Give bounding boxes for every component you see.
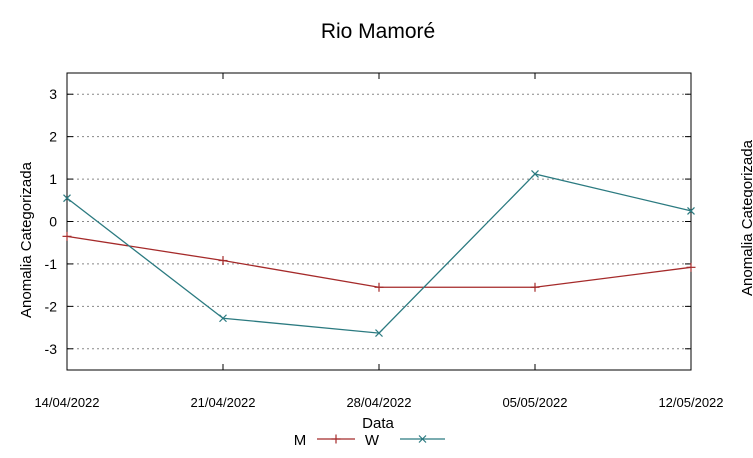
axis-ticks: 3 2 1 0 -1 -2 -3 14/04/2022 21/04/2022 28/04/2022…: [34, 73, 724, 410]
y-axis-label: Anomalia Categorizada: [18, 161, 35, 318]
y-tick-label: 1: [49, 171, 57, 187]
x-tick-label: 05/05/2022: [502, 395, 567, 410]
y-tick-label: 3: [49, 86, 57, 102]
y-tick-label: -2: [45, 298, 58, 314]
data-point-w: [531, 170, 539, 178]
data-point-m: [218, 256, 228, 266]
chart-title: Rio Mamoré: [321, 20, 435, 43]
data-point-m: [62, 231, 72, 241]
data-point-m: [686, 262, 696, 272]
y-tick-label: 2: [49, 129, 57, 145]
legend-marker-m: [331, 434, 341, 444]
legend-label-m: M: [294, 432, 307, 449]
data-point-w: [687, 206, 695, 215]
y-tick-label: -3: [45, 341, 58, 357]
y2-axis-label: Anomalia Categorizada: [739, 139, 753, 296]
data-point-w: [63, 194, 71, 203]
data-point-w: [375, 329, 383, 338]
x-tick-label: 21/04/2022: [190, 395, 255, 410]
series-layer: [62, 170, 696, 338]
grid: [67, 93, 691, 350]
legend-label-w: W: [365, 432, 380, 449]
series-line-w: [66, 173, 692, 334]
series-line-m: [66, 235, 692, 288]
x-tick-label: 12/05/2022: [658, 395, 723, 410]
y-tick-label: 0: [49, 214, 57, 230]
x-tick-label: 28/04/2022: [346, 395, 411, 410]
data-point-w: [219, 314, 227, 323]
x-tick-label: 14/04/2022: [34, 395, 99, 410]
x-axis-label: Data: [362, 415, 394, 432]
y-tick-label: -1: [45, 256, 58, 272]
data-point-m: [530, 282, 540, 292]
legend-marker-w: [418, 435, 427, 443]
data-point-m: [374, 282, 384, 292]
